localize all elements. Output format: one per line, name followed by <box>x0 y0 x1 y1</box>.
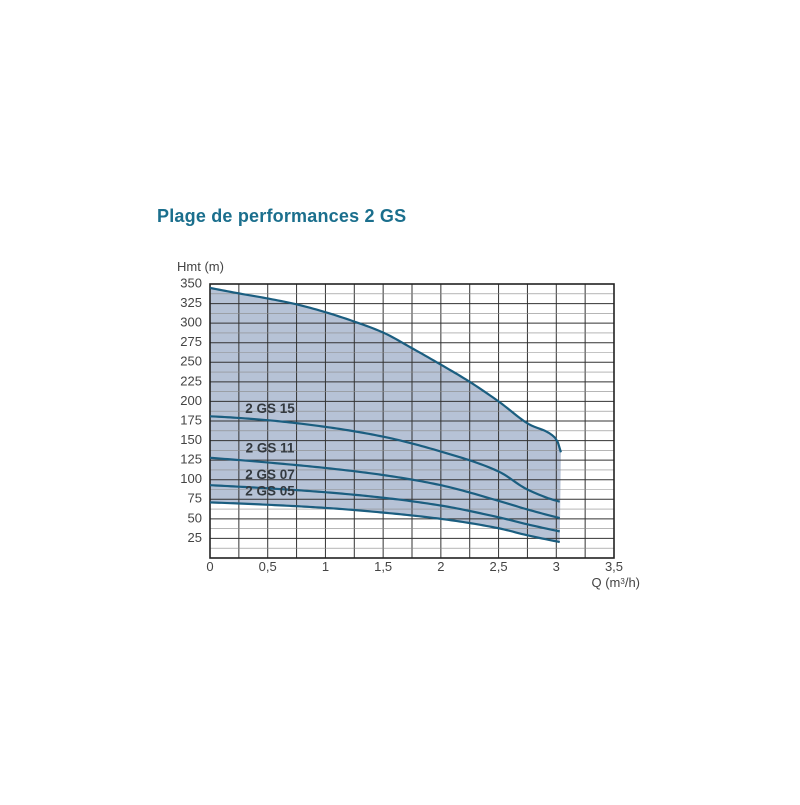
svg-text:75: 75 <box>188 491 202 506</box>
svg-text:275: 275 <box>180 334 202 349</box>
svg-text:25: 25 <box>188 530 202 545</box>
svg-text:300: 300 <box>180 315 202 330</box>
svg-text:0,5: 0,5 <box>259 559 277 574</box>
svg-text:150: 150 <box>180 432 202 447</box>
svg-text:1: 1 <box>322 559 329 574</box>
svg-text:175: 175 <box>180 412 202 427</box>
svg-text:100: 100 <box>180 471 202 486</box>
svg-text:350: 350 <box>180 275 202 290</box>
svg-text:2 GS 15: 2 GS 15 <box>245 401 295 416</box>
svg-text:225: 225 <box>180 373 202 388</box>
svg-text:2,5: 2,5 <box>490 559 508 574</box>
svg-text:Q (m3/h): Q (m3/h) <box>591 575 640 590</box>
svg-text:3,5: 3,5 <box>605 559 623 574</box>
svg-text:125: 125 <box>180 452 202 467</box>
svg-text:1,5: 1,5 <box>374 559 392 574</box>
svg-text:325: 325 <box>180 295 202 310</box>
svg-text:3: 3 <box>553 559 560 574</box>
svg-text:50: 50 <box>188 510 202 525</box>
svg-text:2 GS 05: 2 GS 05 <box>245 483 295 498</box>
svg-text:2 GS 11: 2 GS 11 <box>246 440 295 455</box>
svg-text:200: 200 <box>180 393 202 408</box>
svg-text:2 GS 07: 2 GS 07 <box>245 467 295 482</box>
svg-text:2: 2 <box>437 559 444 574</box>
svg-text:Hmt (m): Hmt (m) <box>177 259 224 274</box>
svg-text:0: 0 <box>206 559 213 574</box>
svg-text:250: 250 <box>180 354 202 369</box>
